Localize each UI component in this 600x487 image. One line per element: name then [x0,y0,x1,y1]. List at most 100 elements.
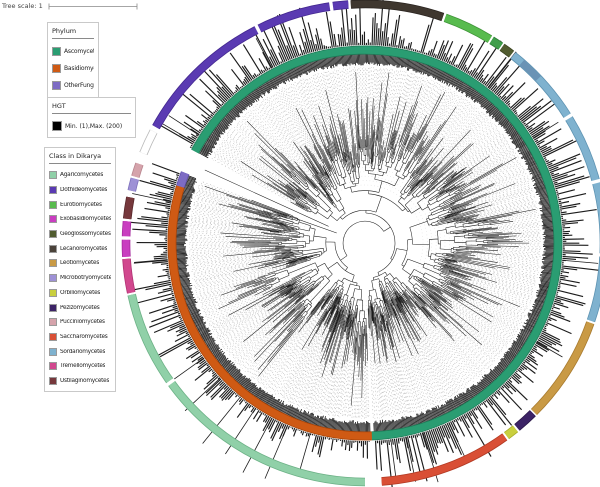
tree-scale-label: Tree scale: 1 [2,2,43,10]
tree-scale-bar [48,3,138,10]
legend-swatch [52,121,62,131]
class-ring-white-tick [165,378,176,387]
legend-swatch [49,376,57,385]
legend-item-label: Min. (1),Max. (200) [65,122,123,130]
legend-swatch [52,47,61,56]
class-ring-segment-fill [128,177,139,192]
legend-item: Tremellomycetes [49,359,111,374]
class-ring-segment-fill [514,410,536,431]
phylum-ring-segment-fill [191,46,562,440]
class-ring-segment-fill [132,162,143,178]
class-ring-white-tick [563,113,574,121]
legend-item: Orbiliomycetes [49,286,111,301]
legend-item-label: Ustilaginomycetes [60,377,110,384]
class-ring-segment-fill [381,434,507,485]
legend-item-label: Dothideomycetes [60,187,108,194]
legend-item: Leotiomycetes [49,256,111,271]
class-ring-segment-fill [443,14,492,43]
legend-swatch [49,332,57,341]
legend-class-dikarya: Class in Dikarya Agaricomycetes Dothideom… [44,147,116,393]
legend-swatch [49,288,57,297]
legend-swatch [49,244,57,253]
legend-item-label: Saccharomycetes [60,333,108,340]
class-ring-segment-fill [531,321,594,415]
legend-swatch [49,318,57,327]
legend-item-label: Leotiomycetes [60,260,100,267]
legend-class-dikarya-items: Agaricomycetes Dothideomycetes Eurotiomyce… [49,168,111,388]
legend-item: Exobasidiomycetes [49,212,111,227]
legend-swatch [49,274,57,283]
legend-item-label: Exobasidiomycetes [60,216,111,223]
class-ring-segment-fill [350,0,444,21]
class-ring-subsegment [519,59,541,81]
legend-class-dikarya-title: Class in Dikarya [49,152,111,164]
phylum-ring [167,45,563,441]
legend-item-label: Tremellomycetes [60,363,106,370]
class-ring-segment-fill [123,258,135,294]
legend-item-label: Basidiomycetes [64,65,94,72]
legend-swatch [49,215,57,224]
legend-item: Ustilaginomycetes [49,374,111,389]
legend-swatch [52,81,61,90]
legend-swatch [49,303,57,312]
legend-swatch [49,230,57,239]
legend-swatch [49,259,57,268]
legend-item-label: Orbiliomycetes [60,289,101,296]
legend-item: Pucciniomycetes [49,315,111,330]
class-ring-segment-fill [128,293,366,486]
legend-item: Microbotryomycetes [49,271,111,286]
legend-hgt-title: HGT [52,102,131,114]
legend-phylum-title: Phylum [52,27,94,39]
hgt-bar-spikes [132,37,599,483]
phylum-ring-segment-fill [176,171,189,188]
legend-swatch [49,171,57,180]
legend-item: Pezizomycetes [49,300,111,315]
legend-item-label: Ascomycetes [64,48,94,55]
legend-swatch [52,64,61,73]
tip-leader-lines [188,66,542,420]
legend-item: Geoglossomycetes [49,227,111,242]
class-ring [121,0,600,487]
class-ring-segment-fill [500,44,514,57]
legend-item: OtherFungi [52,77,94,94]
class-ring-white-tick [590,178,600,185]
legend-item: Lecanoromycetes [49,241,111,256]
legend-item: Sordariomycetes [49,344,111,359]
legend-item: Saccharomycetes [49,330,111,345]
class-ring-segment-fill [123,196,134,220]
legend-item-label: Geoglossomycetes [60,231,111,238]
tree-scale: Tree scale: 1 [2,1,142,11]
legend-swatch [49,347,57,356]
legend-item-label: Agaricomycetes [60,172,104,179]
legend-item-label: Pezizomycetes [60,304,100,311]
legend-item-label: Eurotiomycetes [60,201,102,208]
legend-swatch [49,186,57,195]
legend-hgt: HGT Min. (1),Max. (200) [47,97,136,138]
legend-item: Agaricomycetes [49,168,111,183]
class-ring-white-tick [254,24,262,35]
legend-item: Ascomycetes [52,43,94,60]
legend-item-label: Lecanoromycetes [60,245,108,252]
legend-swatch [49,362,57,371]
legend-item-label: OtherFungi [64,82,94,89]
class-ring-segment-fill [510,52,600,322]
leaf-label-band [175,53,555,433]
legend-swatch [49,200,57,209]
legend-phylum-items: Ascomycetes Basidiomycetes OtherFungi [52,43,94,94]
legend-item: Basidiomycetes [52,60,94,77]
legend-item: Eurotiomycetes [49,197,111,212]
legend-phylum: Phylum Ascomycetes Basidiomycetes OtherFun… [47,22,99,98]
phylum-ring-segment-fill [168,185,372,440]
class-ring-segment-fill [504,426,518,439]
legend-item-label: Sordariomycetes [60,348,106,355]
legend-item: Dothideomycetes [49,183,111,198]
legend-hgt-items: Min. (1),Max. (200) [52,118,131,134]
legend-item-label: Pucciniomycetes [60,319,105,326]
class-ring-segment-fill [152,1,349,129]
class-ring-segment-fill [489,37,503,50]
legend-item: Min. (1),Max. (200) [52,118,131,134]
class-ring-segment-fill [140,129,157,155]
leader-texture [192,70,538,416]
